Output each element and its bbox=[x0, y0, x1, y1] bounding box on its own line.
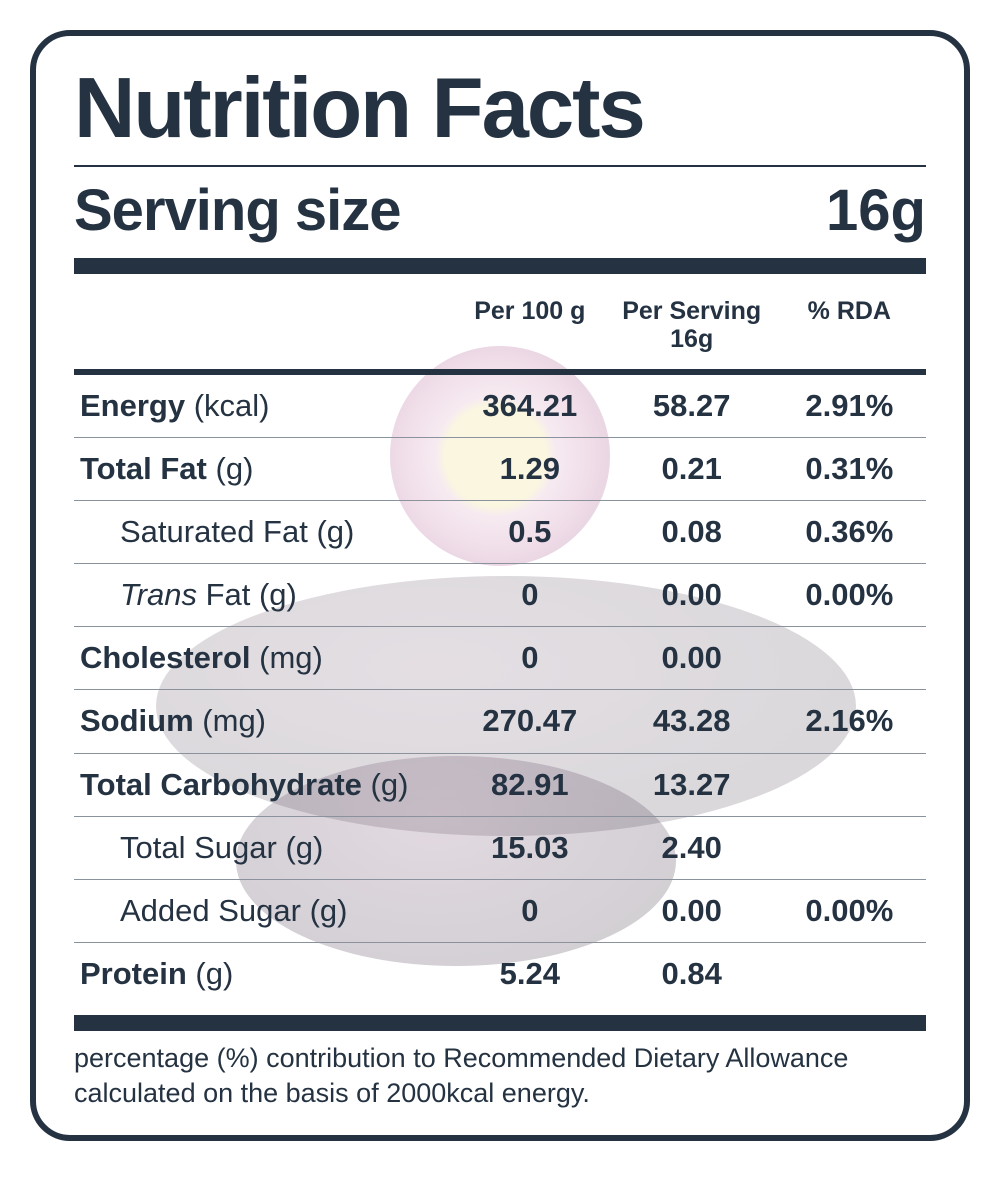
serving-size-value: 16g bbox=[826, 177, 926, 244]
per-100g-cell: 0 bbox=[449, 627, 611, 690]
per-serving-cell: 0.00 bbox=[611, 627, 773, 690]
serving-size-label: Serving size bbox=[74, 177, 400, 244]
per-serving-cell: 0.08 bbox=[611, 501, 773, 564]
nutrition-table: Per 100 g Per Serving 16g % RDA Energy (… bbox=[74, 288, 926, 1005]
table-row: Total Fat (g)1.290.210.31% bbox=[74, 438, 926, 501]
per-serving-cell: 13.27 bbox=[611, 753, 773, 816]
table-row: Trans Fat (g)00.000.00% bbox=[74, 564, 926, 627]
rda-cell: 0.31% bbox=[773, 438, 926, 501]
rda-cell bbox=[773, 627, 926, 690]
nutrient-name-cell: Total Sugar (g) bbox=[74, 816, 449, 879]
per-100g-cell: 0 bbox=[449, 564, 611, 627]
rda-cell bbox=[773, 816, 926, 879]
rda-cell bbox=[773, 753, 926, 816]
col-header-rda: % RDA bbox=[773, 288, 926, 372]
per-serving-cell: 0.21 bbox=[611, 438, 773, 501]
col-header-nutrient bbox=[74, 288, 449, 372]
nutrient-name-cell: Energy (kcal) bbox=[74, 372, 449, 438]
footnote-text: percentage (%) contribution to Recommend… bbox=[74, 1041, 926, 1111]
per-100g-cell: 0.5 bbox=[449, 501, 611, 564]
table-row: Added Sugar (g)00.000.00% bbox=[74, 879, 926, 942]
table-header-row: Per 100 g Per Serving 16g % RDA bbox=[74, 288, 926, 372]
col-header-per100g: Per 100 g bbox=[449, 288, 611, 372]
panel-title: Nutrition Facts bbox=[74, 66, 926, 151]
per-100g-cell: 5.24 bbox=[449, 942, 611, 1005]
nutrient-name-cell: Cholesterol (mg) bbox=[74, 627, 449, 690]
nutrient-name-cell: Trans Fat (g) bbox=[74, 564, 449, 627]
nutrient-name-cell: Sodium (mg) bbox=[74, 690, 449, 753]
table-row: Protein (g)5.240.84 bbox=[74, 942, 926, 1005]
per-100g-cell: 364.21 bbox=[449, 372, 611, 438]
per-100g-cell: 1.29 bbox=[449, 438, 611, 501]
rda-cell: 2.16% bbox=[773, 690, 926, 753]
thick-divider bbox=[74, 1015, 926, 1031]
per-100g-cell: 15.03 bbox=[449, 816, 611, 879]
table-row: Cholesterol (mg)00.00 bbox=[74, 627, 926, 690]
per-serving-cell: 0.00 bbox=[611, 879, 773, 942]
table-row: Energy (kcal)364.2158.272.91% bbox=[74, 372, 926, 438]
nutrition-panel: Nutrition Facts Serving size 16g Per 100… bbox=[30, 30, 970, 1141]
nutrient-name-cell: Total Carbohydrate (g) bbox=[74, 753, 449, 816]
nutrient-name-cell: Total Fat (g) bbox=[74, 438, 449, 501]
per-100g-cell: 82.91 bbox=[449, 753, 611, 816]
per-serving-cell: 43.28 bbox=[611, 690, 773, 753]
per-serving-cell: 0.84 bbox=[611, 942, 773, 1005]
rda-cell: 0.00% bbox=[773, 564, 926, 627]
rda-cell bbox=[773, 942, 926, 1005]
per-serving-cell: 58.27 bbox=[611, 372, 773, 438]
divider bbox=[74, 165, 926, 167]
rda-cell: 0.36% bbox=[773, 501, 926, 564]
table-row: Total Sugar (g)15.032.40 bbox=[74, 816, 926, 879]
per-serving-cell: 0.00 bbox=[611, 564, 773, 627]
rda-cell: 2.91% bbox=[773, 372, 926, 438]
nutrient-name-cell: Added Sugar (g) bbox=[74, 879, 449, 942]
per-serving-cell: 2.40 bbox=[611, 816, 773, 879]
table-row: Total Carbohydrate (g)82.9113.27 bbox=[74, 753, 926, 816]
nutrient-name-cell: Saturated Fat (g) bbox=[74, 501, 449, 564]
per-100g-cell: 270.47 bbox=[449, 690, 611, 753]
nutrition-table-body: Energy (kcal)364.2158.272.91%Total Fat (… bbox=[74, 372, 926, 1005]
rda-cell: 0.00% bbox=[773, 879, 926, 942]
per-100g-cell: 0 bbox=[449, 879, 611, 942]
serving-size-row: Serving size 16g bbox=[74, 177, 926, 244]
thick-divider bbox=[74, 258, 926, 274]
table-row: Saturated Fat (g)0.50.080.36% bbox=[74, 501, 926, 564]
col-header-perserving: Per Serving 16g bbox=[611, 288, 773, 372]
nutrient-name-cell: Protein (g) bbox=[74, 942, 449, 1005]
table-row: Sodium (mg)270.4743.282.16% bbox=[74, 690, 926, 753]
